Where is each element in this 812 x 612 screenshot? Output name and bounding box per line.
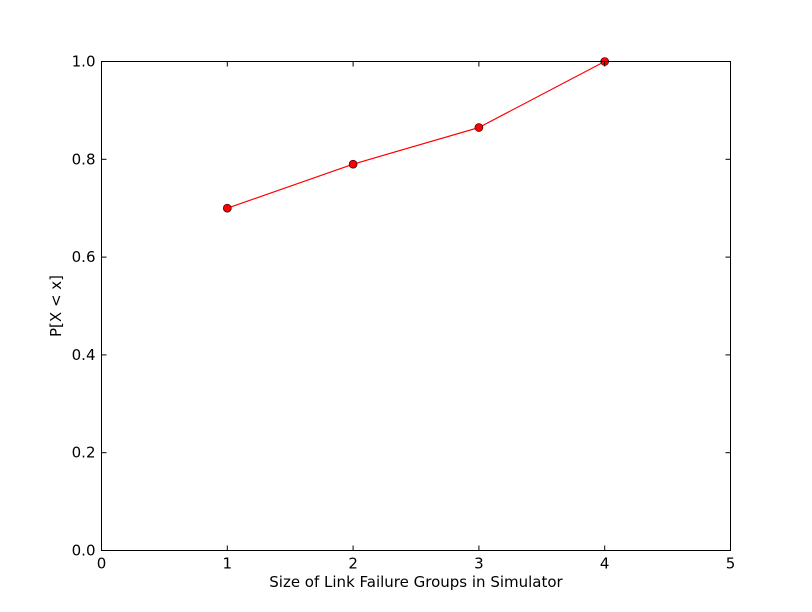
y-tick-label: 0.6 (72, 248, 96, 266)
plot-frame (101, 61, 731, 551)
plot-background (101, 61, 731, 551)
y-tick-label: 0.8 (72, 150, 96, 168)
x-tick-label: 3 (474, 555, 484, 573)
x-tick-label: 1 (223, 555, 233, 573)
data-point (474, 123, 484, 132)
x-axis-label: Size of Link Failure Groups in Simulator (269, 573, 563, 591)
data-point (223, 203, 232, 213)
y-tick-label: 0.0 (72, 542, 96, 560)
x-tick-label: 5 (726, 555, 736, 573)
x-tick-label: 2 (348, 555, 358, 573)
series-line (227, 60, 605, 209)
data-point (348, 159, 358, 169)
y-tick-label: 0.4 (72, 346, 96, 364)
x-tick-label: 0 (97, 555, 107, 573)
y-tick-label: 0.2 (72, 444, 96, 462)
x-tick-label: 4 (600, 555, 610, 573)
ticks-layer: 0 1 2 3 4 5 0.0 0.2 0.4 0.6 0.8 1.0 (72, 53, 736, 573)
y-axis-label: P[X < x] (47, 275, 65, 337)
y-tick-label: 1.0 (72, 53, 96, 71)
